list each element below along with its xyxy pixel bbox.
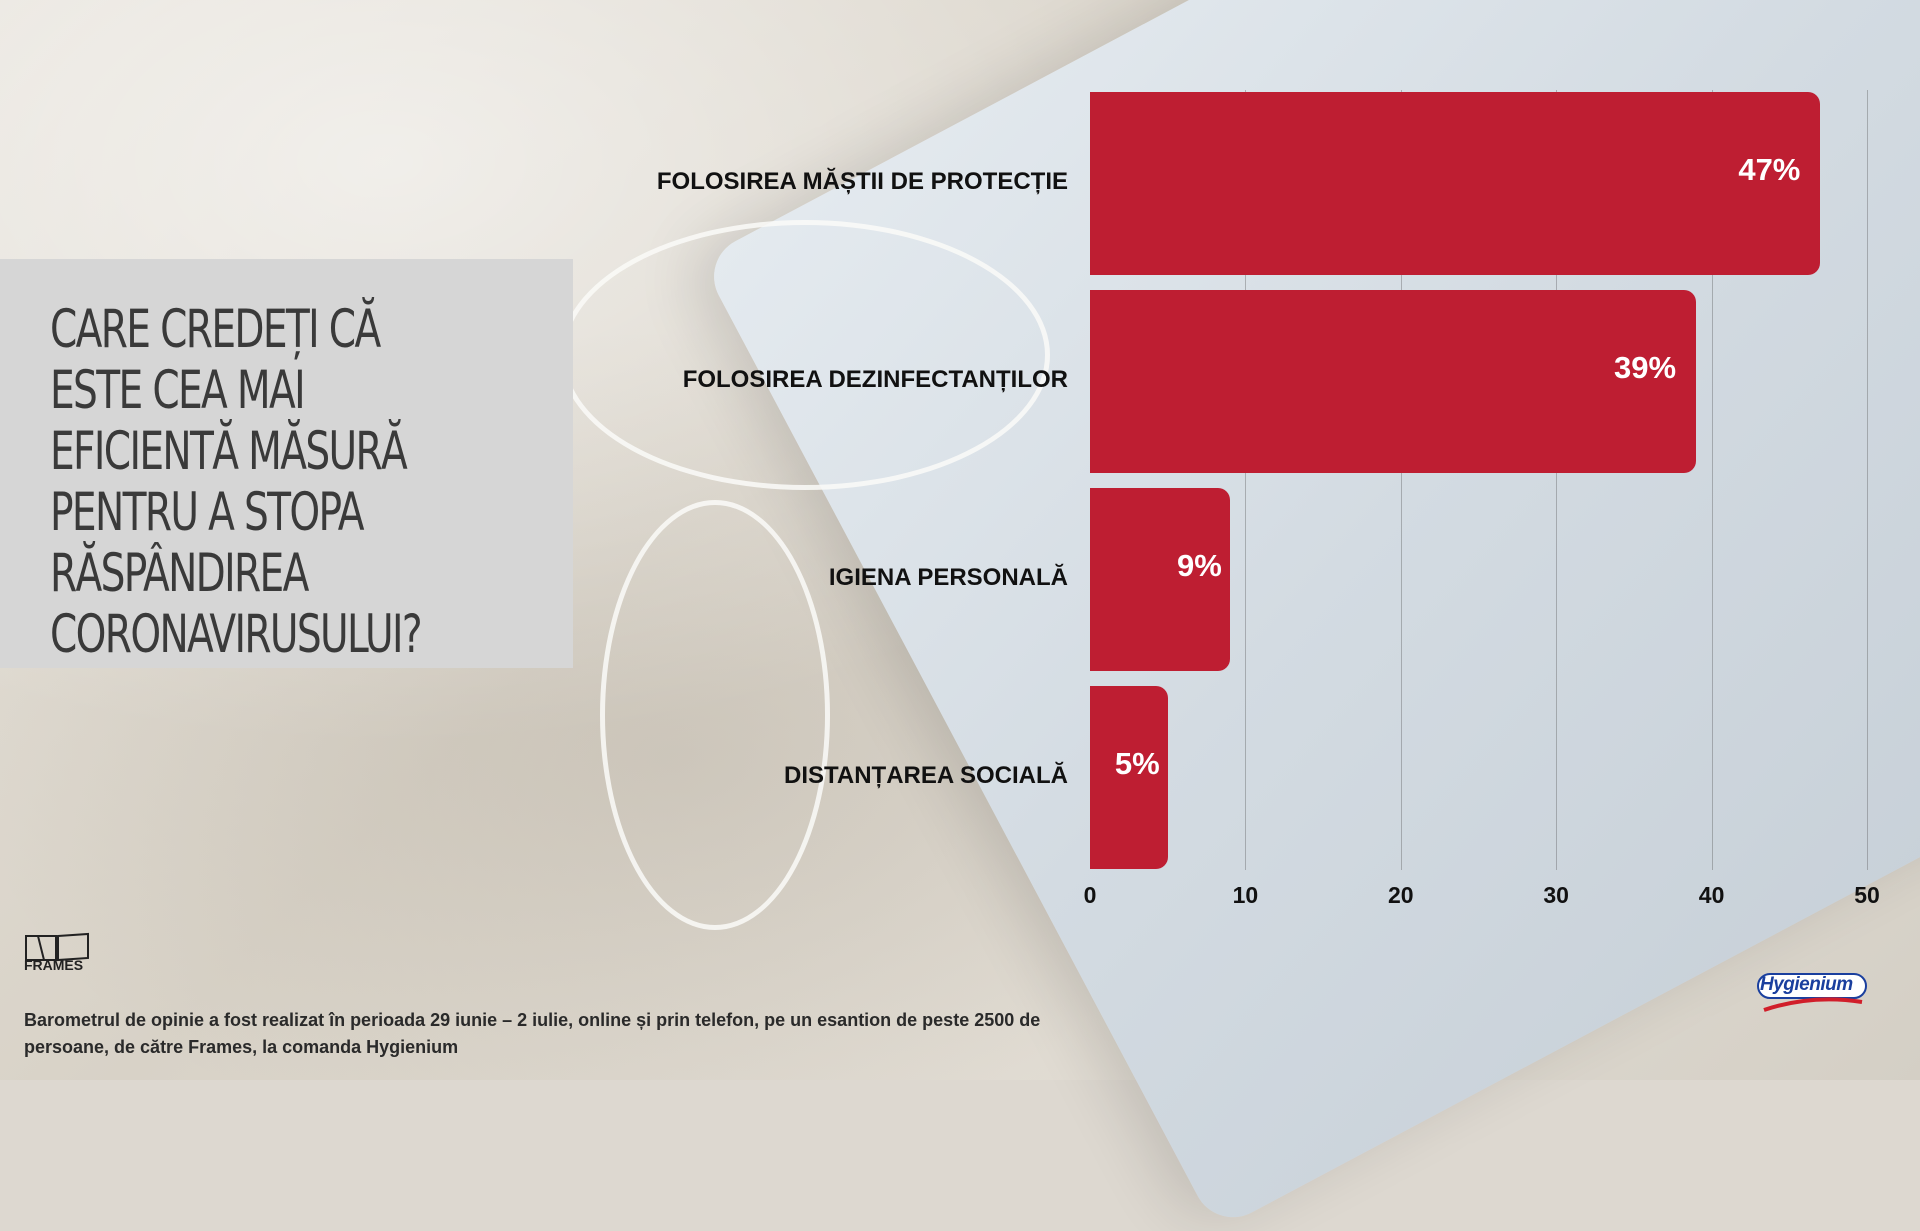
bar <box>1090 92 1821 275</box>
frames-logo <box>25 932 89 962</box>
hygienium-logo-text: Hygienium <box>1760 974 1853 995</box>
x-tick-label: 20 <box>1388 882 1414 908</box>
frames-logo-text: FRAMES <box>24 957 84 973</box>
bar-value-label: 47% <box>1738 152 1801 187</box>
x-tick-label: 10 <box>1232 882 1259 908</box>
category-label: FOLOSIREA MĂȘTII DE PROTECȚIE <box>656 168 1068 195</box>
bar-value-label: 39% <box>1614 350 1677 385</box>
x-tick-label: 30 <box>1543 882 1569 908</box>
bar-value-label: 9% <box>1177 548 1222 583</box>
grid-line <box>1867 90 1868 870</box>
category-label: FOLOSIREA DEZINFECTANȚILOR <box>682 366 1068 393</box>
hygienium-logo <box>1757 973 1867 1012</box>
x-tick-label: 50 <box>1854 882 1880 908</box>
category-label: IGIENA PERSONALĂ <box>828 564 1068 591</box>
bar <box>1090 488 1230 671</box>
bar-value-label: 5% <box>1114 746 1160 781</box>
grid-line <box>1556 90 1558 870</box>
category-label: DISTANȚAREA SOCIALĂ <box>784 762 1068 789</box>
grid-line <box>1711 90 1713 870</box>
x-tick-label: 40 <box>1698 882 1725 908</box>
question-panel: Care credeți că este cea mai eficientă m… <box>0 259 573 668</box>
bar <box>1090 290 1697 473</box>
background-mask-string <box>560 220 1050 490</box>
x-tick-label: 0 <box>1083 882 1097 908</box>
background-mask-string <box>600 500 830 930</box>
grid-line <box>1400 90 1402 870</box>
bar <box>1090 686 1168 869</box>
question-title: Care credeți că este cea mai eficientă m… <box>50 299 423 665</box>
survey-footnote: Barometrul de opinie a fost realizat în … <box>24 1010 1041 1057</box>
grid-line <box>1245 90 1247 870</box>
